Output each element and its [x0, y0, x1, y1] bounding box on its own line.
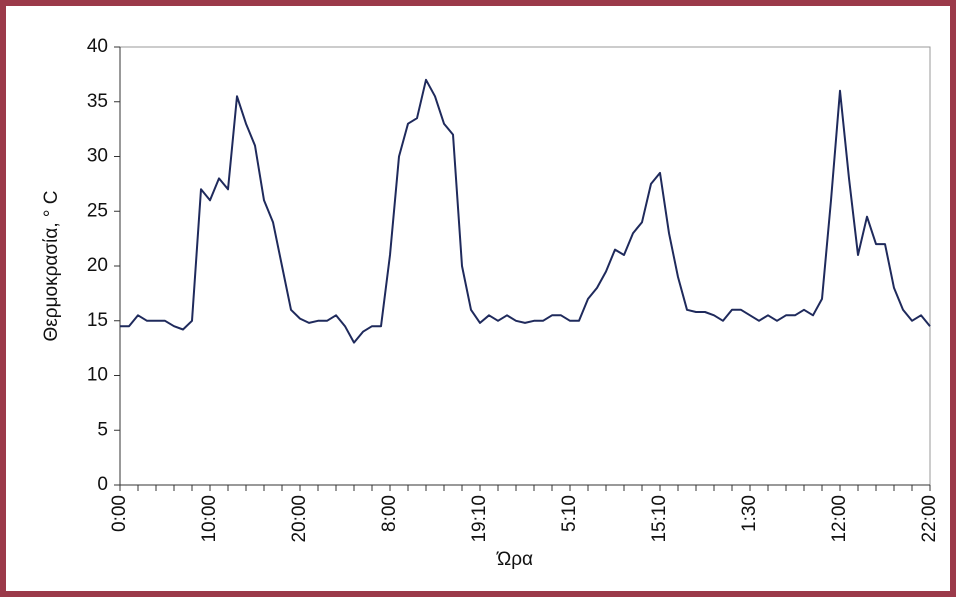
x-tick-label: 12:00 [829, 495, 850, 543]
y-tick-label: 0 [97, 474, 108, 495]
plot-area [119, 46, 931, 486]
x-tick-label: 8:00 [379, 495, 400, 532]
y-axis-label: Θερμοκρασία, ° C [41, 191, 62, 342]
data-line [120, 78, 931, 344]
y-tick-label: 40 [87, 36, 108, 57]
x-tick-label: 22:00 [919, 495, 940, 543]
y-tick-label: 35 [87, 91, 108, 112]
y-tick-label: 30 [87, 146, 108, 167]
y-tick-label: 25 [87, 200, 108, 221]
x-tick-label: 10:00 [199, 495, 220, 543]
x-tick-label: 15:10 [649, 495, 670, 543]
x-axis-label: Ώρα [496, 549, 533, 570]
x-tick-label: 1:30 [739, 495, 760, 532]
y-tick-label: 5 [97, 419, 108, 440]
y-tick-label: 20 [87, 255, 108, 276]
x-tick-label: 19:10 [469, 495, 490, 543]
y-tick-label: 15 [87, 310, 108, 331]
x-tick-label: 5:10 [559, 495, 580, 532]
x-tick-label: 0:00 [109, 495, 130, 532]
y-tick-label: 10 [87, 365, 108, 386]
x-tick-label: 20:00 [289, 495, 310, 543]
